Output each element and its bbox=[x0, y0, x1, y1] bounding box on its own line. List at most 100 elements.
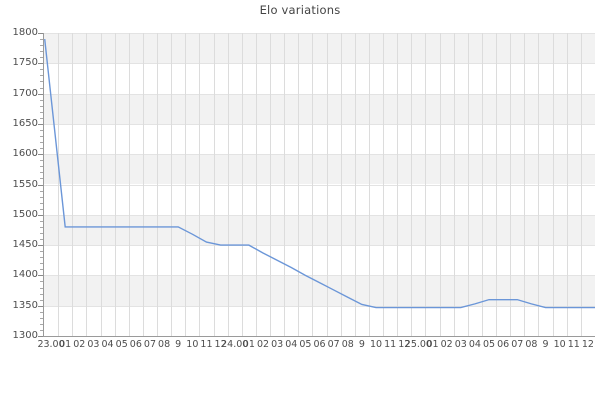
x-tick-label: 07 bbox=[327, 339, 340, 350]
y-tick-label: 1600 bbox=[12, 148, 38, 160]
y-tick-label: 1400 bbox=[12, 269, 38, 281]
x-tick-label: 01 bbox=[242, 339, 255, 350]
y-tick-label: 1300 bbox=[12, 330, 38, 341]
x-axis-line bbox=[43, 336, 595, 337]
y-tick-mark bbox=[38, 214, 43, 216]
x-tick-label: 12 bbox=[581, 339, 594, 350]
y-tick-minor-mark bbox=[40, 317, 43, 319]
y-tick-mark bbox=[38, 123, 43, 125]
x-tick-label: 06 bbox=[497, 339, 510, 350]
y-tick-minor-mark bbox=[40, 75, 43, 77]
y-tick-minor-mark bbox=[40, 311, 43, 313]
y-tick-minor-mark bbox=[40, 81, 43, 83]
vertical-gridline bbox=[312, 33, 314, 336]
y-tick-minor-mark bbox=[40, 220, 43, 222]
x-tick-label: 25.00 bbox=[404, 339, 432, 350]
plot-area bbox=[44, 33, 595, 336]
x-tick-label: 12 bbox=[214, 339, 227, 350]
y-tick-minor-mark bbox=[40, 239, 43, 241]
y-tick-mark bbox=[38, 93, 43, 95]
x-tick-label: 03 bbox=[454, 339, 467, 350]
chart-title: Elo variations bbox=[259, 3, 341, 17]
y-tick-minor-mark bbox=[40, 269, 43, 271]
x-tick-label: 9 bbox=[358, 339, 365, 350]
y-tick-minor-mark bbox=[40, 281, 43, 283]
vertical-gridline bbox=[383, 33, 385, 336]
elo-series-line bbox=[44, 33, 595, 336]
vertical-gridline bbox=[538, 33, 540, 336]
y-tick-minor-mark bbox=[40, 166, 43, 168]
y-tick-minor-mark bbox=[40, 208, 43, 210]
vertical-gridline bbox=[425, 33, 427, 336]
y-tick-label: 1500 bbox=[12, 208, 38, 220]
y-tick-label: 1650 bbox=[12, 117, 38, 129]
y-tick-minor-mark bbox=[40, 257, 43, 259]
x-tick-label: 03 bbox=[271, 339, 284, 350]
horizontal-gridline bbox=[44, 214, 595, 216]
vertical-gridline bbox=[213, 33, 215, 336]
y-tick-mark bbox=[38, 336, 43, 337]
vertical-gridline bbox=[128, 33, 130, 336]
vertical-gridline bbox=[58, 33, 60, 336]
y-tick-minor-mark bbox=[40, 142, 43, 144]
y-tick-minor-mark bbox=[40, 251, 43, 253]
x-tick-label: 10 bbox=[186, 339, 199, 350]
vertical-gridline bbox=[368, 33, 370, 336]
y-tick-minor-mark bbox=[40, 287, 43, 289]
vertical-gridline bbox=[241, 33, 243, 336]
grid-band bbox=[44, 93, 595, 124]
x-tick-label: 02 bbox=[440, 339, 453, 350]
grid-band bbox=[44, 214, 595, 246]
vertical-gridline bbox=[142, 33, 144, 336]
y-tick-mark bbox=[38, 305, 43, 307]
vertical-gridline bbox=[580, 33, 582, 336]
y-tick-minor-mark bbox=[40, 263, 43, 265]
vertical-gridline bbox=[86, 33, 88, 336]
y-tick-minor-mark bbox=[40, 111, 43, 113]
y-tick-label: 1550 bbox=[12, 178, 38, 190]
y-tick-minor-mark bbox=[40, 226, 43, 228]
y-tick-minor-mark bbox=[40, 202, 43, 204]
vertical-gridline bbox=[114, 33, 116, 336]
vertical-gridline bbox=[72, 33, 74, 336]
x-tick-label: 02 bbox=[256, 339, 270, 350]
x-tick-label: 08 bbox=[525, 339, 538, 350]
y-tick-minor-mark bbox=[40, 232, 43, 234]
grid-band bbox=[44, 33, 595, 64]
y-tick-mark bbox=[38, 154, 43, 156]
x-tick-label: 02 bbox=[73, 339, 86, 350]
x-tick-label: 23.00 bbox=[37, 339, 65, 350]
y-tick-minor-mark bbox=[40, 39, 43, 41]
y-axis-line bbox=[43, 33, 44, 337]
y-tick-minor-mark bbox=[40, 299, 43, 301]
vertical-gridline bbox=[185, 33, 187, 336]
x-tick-label: 08 bbox=[158, 339, 171, 350]
vertical-gridline bbox=[510, 33, 512, 336]
x-tick-label: 07 bbox=[511, 339, 524, 350]
x-tick-label: 24.00 bbox=[221, 339, 249, 350]
vertical-gridline bbox=[552, 33, 554, 336]
x-tick-label: 08 bbox=[341, 339, 354, 350]
y-tick-mark bbox=[38, 184, 43, 186]
y-tick-minor-mark bbox=[40, 136, 43, 138]
horizontal-gridline bbox=[44, 63, 595, 65]
x-tick-label: 01 bbox=[59, 339, 72, 350]
horizontal-gridline bbox=[44, 154, 595, 156]
y-tick-label: 1700 bbox=[12, 87, 38, 99]
vertical-gridline bbox=[411, 33, 413, 336]
vertical-gridline bbox=[566, 33, 568, 336]
x-tick-label: 04 bbox=[285, 339, 298, 350]
vertical-gridline bbox=[255, 33, 257, 336]
y-tick-minor-mark bbox=[40, 323, 43, 325]
y-tick-minor-mark bbox=[40, 105, 43, 107]
y-tick-minor-mark bbox=[40, 178, 43, 180]
y-tick-minor-mark bbox=[40, 172, 43, 174]
y-tick-minor-mark bbox=[40, 69, 43, 71]
y-tick-label: 1750 bbox=[12, 57, 38, 69]
x-tick-label: 07 bbox=[143, 339, 156, 350]
vertical-gridline bbox=[270, 33, 272, 336]
vertical-gridline bbox=[100, 33, 102, 336]
y-tick-mark bbox=[38, 245, 43, 247]
x-tick-label: 05 bbox=[299, 339, 312, 350]
horizontal-gridline bbox=[44, 184, 595, 186]
